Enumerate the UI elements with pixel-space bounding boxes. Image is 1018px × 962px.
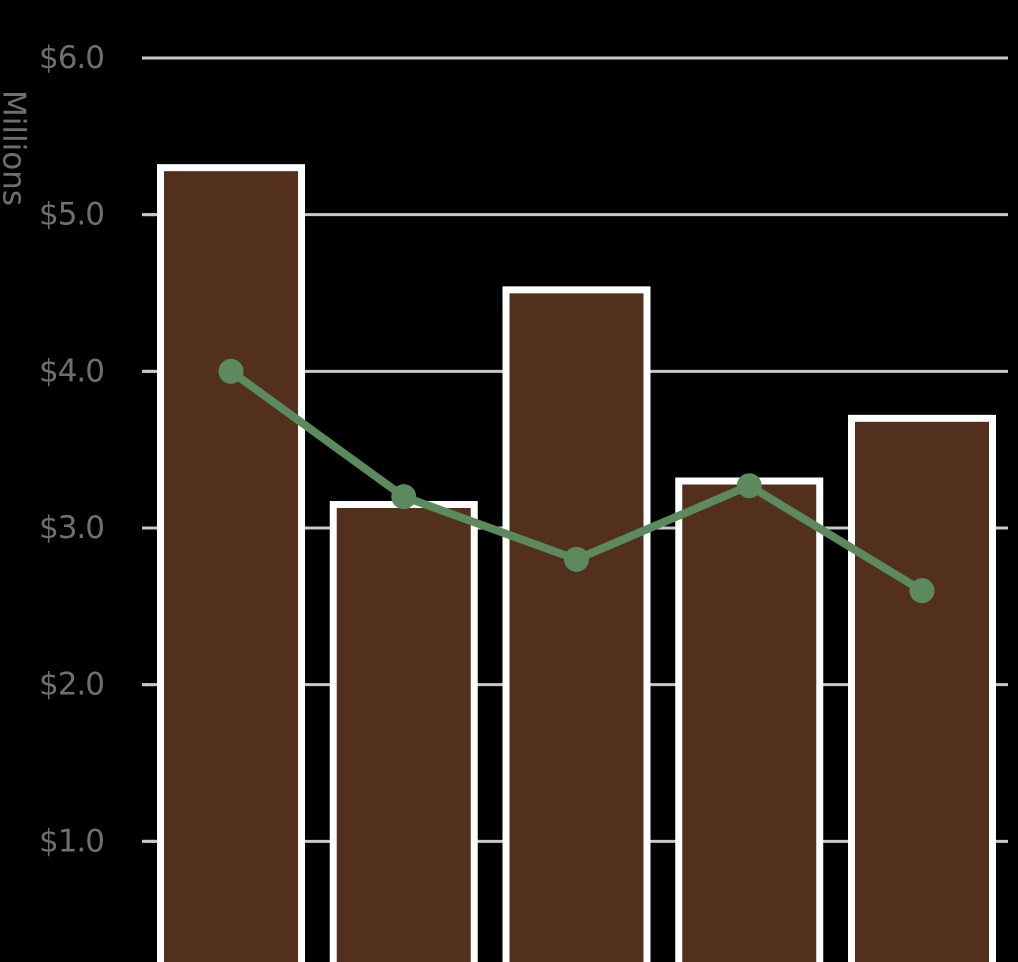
bar: [675, 477, 824, 962]
line-point: [564, 546, 589, 572]
bar: [848, 414, 996, 962]
y-tick-label: $5.0: [39, 197, 104, 233]
y-tick-label: $3.0: [39, 510, 104, 546]
line-point: [909, 578, 935, 604]
y-tick-label: $6.0: [39, 40, 104, 76]
bar: [502, 286, 651, 962]
y-tick-label: $2.0: [39, 667, 104, 703]
bar: [157, 164, 305, 962]
line-point: [391, 484, 417, 510]
y-tick-label: $4.0: [39, 353, 104, 389]
y-tick-label: $1.0: [39, 823, 104, 859]
line-point: [736, 473, 762, 499]
line-point: [218, 358, 244, 384]
y-axis-title: Millions: [0, 90, 32, 206]
bar: [329, 501, 478, 962]
y-axis: $1.0 $2.0 $3.0 $4.0 $5.0 $6.0: [39, 40, 155, 859]
line-layer: [218, 358, 935, 604]
